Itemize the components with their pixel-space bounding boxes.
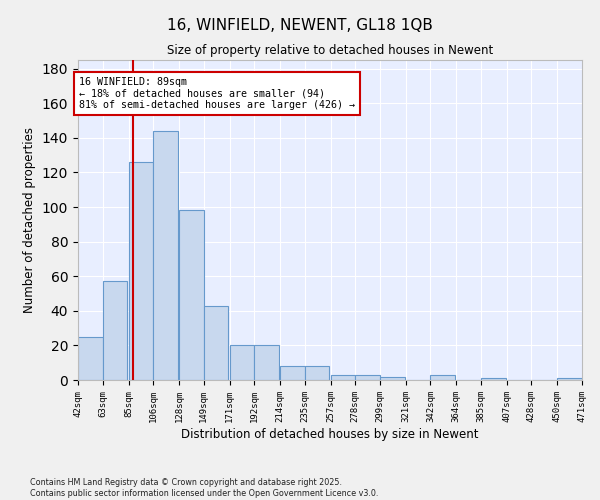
Title: Size of property relative to detached houses in Newent: Size of property relative to detached ho… xyxy=(167,44,493,58)
Bar xyxy=(280,366,305,380)
Bar xyxy=(230,346,254,380)
Bar xyxy=(153,131,178,380)
Bar xyxy=(557,378,582,380)
Text: Contains HM Land Registry data © Crown copyright and database right 2025.
Contai: Contains HM Land Registry data © Crown c… xyxy=(30,478,379,498)
Text: 16 WINFIELD: 89sqm
← 18% of detached houses are smaller (94)
81% of semi-detache: 16 WINFIELD: 89sqm ← 18% of detached hou… xyxy=(79,78,355,110)
Bar xyxy=(78,337,103,380)
Bar xyxy=(179,210,204,380)
Bar xyxy=(430,375,455,380)
Bar xyxy=(103,282,127,380)
Bar xyxy=(380,376,404,380)
Bar xyxy=(254,346,279,380)
Y-axis label: Number of detached properties: Number of detached properties xyxy=(23,127,36,313)
Bar xyxy=(128,162,153,380)
Bar xyxy=(355,375,380,380)
Bar xyxy=(481,378,506,380)
X-axis label: Distribution of detached houses by size in Newent: Distribution of detached houses by size … xyxy=(181,428,479,440)
Bar xyxy=(331,375,355,380)
Bar xyxy=(204,306,229,380)
Text: 16, WINFIELD, NEWENT, GL18 1QB: 16, WINFIELD, NEWENT, GL18 1QB xyxy=(167,18,433,32)
Bar xyxy=(305,366,329,380)
